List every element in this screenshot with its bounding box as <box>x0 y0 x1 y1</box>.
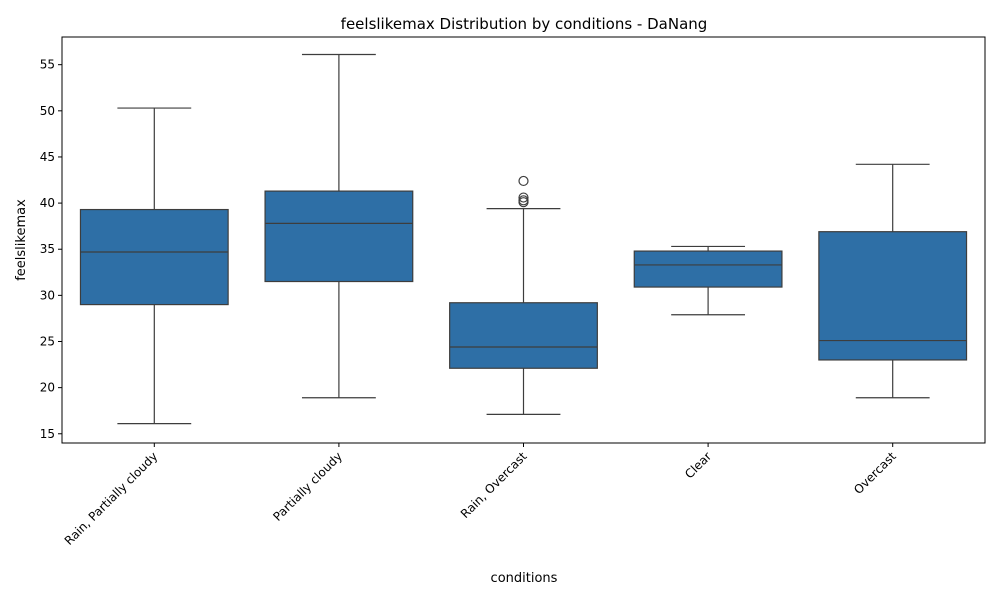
y-tick-label: 35 <box>40 242 55 256</box>
box-iqr <box>79 208 229 306</box>
y-tick-label: 55 <box>40 58 55 72</box>
chart-title: feelslikemax Distribution by conditions … <box>341 15 708 33</box>
plot-area: 15 20 25 30 35 40 45 50 55 Rain, Partially cloudy… <box>40 36 986 548</box>
y-tick-label: 30 <box>40 288 55 302</box>
x-axis-label: conditions <box>491 571 558 586</box>
x-tick-label: Rain, Partially cloudy <box>62 449 161 548</box>
y-tick-label: 40 <box>40 196 55 210</box>
y-tick-label: 50 <box>40 104 55 118</box>
y-axis-label: feelslikemax <box>14 199 29 281</box>
y-tick-label: 25 <box>40 335 55 349</box>
x-tick-label: Clear <box>682 449 714 481</box>
box-iqr <box>264 190 414 283</box>
y-tick-label: 15 <box>40 427 55 441</box>
y-tick-label: 45 <box>40 150 55 164</box>
x-tick-label: Partially cloudy <box>270 449 345 524</box>
box-iqr <box>633 250 783 288</box>
outlier-point <box>518 195 529 206</box>
outlier-point <box>518 175 529 187</box>
outlier-point <box>518 192 529 203</box>
x-tick-label: Overcast <box>851 449 899 497</box>
x-tick-label: Rain, Overcast <box>458 449 530 521</box>
box-iqr <box>449 302 598 369</box>
box-iqr <box>818 231 968 361</box>
y-tick-label: 20 <box>40 381 55 395</box>
